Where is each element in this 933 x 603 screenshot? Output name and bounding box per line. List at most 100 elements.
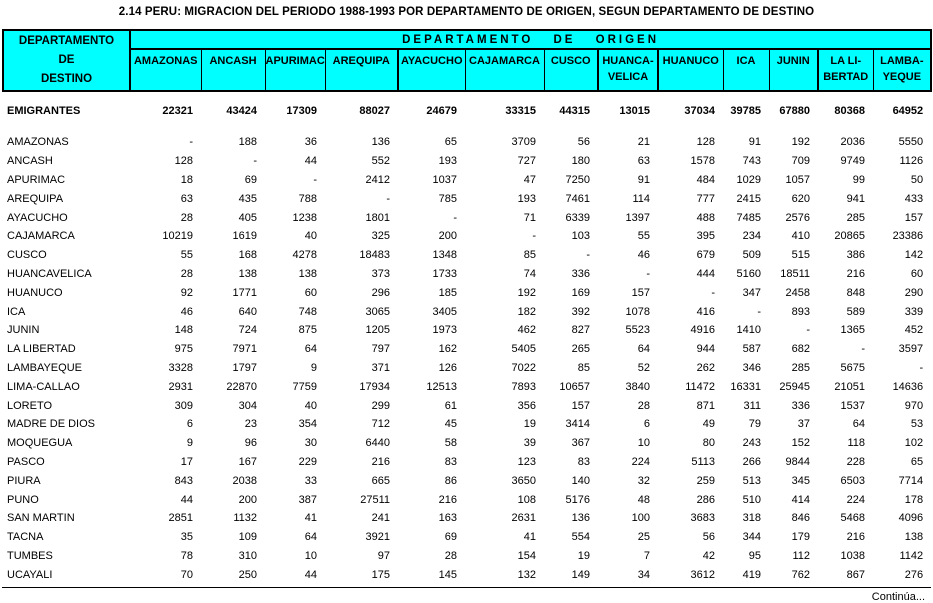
- cell: 11472: [685, 380, 715, 393]
- cell: 79: [748, 418, 761, 431]
- cell: 435: [238, 192, 257, 205]
- table-row: PIURA 843 2038 33 665 86 3650 140 32 259 513 345 650…: [3, 471, 931, 490]
- cell: 78: [180, 549, 193, 562]
- cell: 513: [742, 474, 761, 487]
- cell: 103: [571, 230, 590, 243]
- cell: 83: [577, 455, 590, 468]
- cell: 69: [244, 173, 257, 186]
- cell: 970: [904, 399, 924, 412]
- cell: 3405: [432, 305, 457, 318]
- cell: 138: [298, 267, 317, 280]
- cell: 23: [244, 418, 257, 431]
- cell: 3650: [511, 474, 536, 487]
- cell: 18511: [780, 267, 810, 280]
- cell: 7714: [898, 474, 924, 487]
- cell: 5176: [565, 493, 590, 506]
- cell: 140: [571, 474, 590, 487]
- cell: 7250: [565, 173, 590, 186]
- cell: 32: [637, 474, 650, 487]
- cell: 157: [571, 399, 590, 412]
- cell: 44315: [559, 105, 590, 117]
- row-label: EMIGRANTES: [7, 105, 81, 117]
- cell: 18483: [359, 249, 390, 262]
- cell: 587: [742, 343, 761, 356]
- cell: 39785: [730, 105, 761, 117]
- cell: 552: [371, 155, 390, 168]
- cell: 216: [371, 455, 390, 468]
- row-label: AMAZONAS: [7, 136, 69, 149]
- cell: 102: [904, 437, 924, 450]
- cell: 433: [904, 192, 924, 205]
- cell: 416: [696, 305, 715, 318]
- cell: 5160: [736, 267, 761, 280]
- cell: 67880: [779, 105, 810, 117]
- cell: 709: [791, 155, 810, 168]
- cell: 1771: [232, 286, 257, 299]
- cell: 22870: [226, 380, 257, 393]
- column-header-apurimac: APURIMAC: [264, 48, 326, 92]
- cell: 620: [791, 192, 810, 205]
- cell: 30: [304, 437, 317, 450]
- cell: 250: [238, 568, 257, 581]
- cell: 1078: [625, 305, 650, 318]
- table-row: TACNA 35 109 64 3921 69 41 554 25 56 344 179 216 138: [3, 528, 931, 547]
- cell: 60: [910, 267, 924, 280]
- cell: 241: [371, 512, 390, 525]
- table-row: LORETO 309 304 40 299 61 356 157 28 871 311 336 1537…: [3, 396, 931, 415]
- cell: 893: [791, 305, 810, 318]
- cell: 63: [180, 192, 193, 205]
- table-row: TUMBES 78 310 10 97 28 154 19 7 42 95 112 1038 1142: [3, 547, 931, 566]
- cell: 128: [174, 155, 193, 168]
- cell: 452: [904, 324, 924, 337]
- cell: 216: [846, 531, 865, 544]
- cell: 5113: [691, 455, 715, 468]
- cell: -: [253, 155, 257, 168]
- cell: 114: [632, 192, 650, 205]
- cell: 12513: [426, 380, 457, 393]
- cell: 85: [523, 249, 536, 262]
- table-row: ANCASH 128 - 44 552 193 727 180 63 1578 743 709 9749…: [3, 152, 931, 171]
- cell: 20865: [834, 230, 865, 243]
- cell: 118: [847, 437, 865, 450]
- cell: 37034: [684, 105, 715, 117]
- cell: 1733: [432, 267, 457, 280]
- cell: 108: [517, 493, 536, 506]
- table-row: HUANCAVELICA 28 138 138 373 1733 74 336 - 444 5160…: [3, 265, 931, 284]
- cell: 2631: [511, 512, 536, 525]
- cell: 276: [904, 568, 924, 581]
- cell: 63: [637, 155, 650, 168]
- cell: 37: [797, 418, 810, 431]
- cell: 6: [186, 418, 193, 431]
- column-header-huanca-velica: HUANCA- VELICA: [597, 48, 659, 92]
- cell: 304: [238, 399, 257, 412]
- cell: 56: [577, 136, 590, 149]
- table-row: ICA 46 640 748 3065 3405 182 392 1078 416 - 893 589 3…: [3, 302, 931, 321]
- cell: 311: [743, 399, 761, 412]
- cell: 347: [742, 286, 761, 299]
- cell: 6440: [365, 437, 390, 450]
- cell: 1973: [432, 324, 457, 337]
- cell: 724: [238, 324, 257, 337]
- cell: 3328: [168, 361, 193, 374]
- cell: 128: [696, 136, 715, 149]
- cell: 123: [517, 455, 536, 468]
- cell: 175: [371, 568, 390, 581]
- cell: 97: [377, 549, 390, 562]
- cell: 5550: [898, 136, 924, 149]
- cell: 462: [517, 324, 536, 337]
- cell: 5523: [625, 324, 650, 337]
- cell: 27511: [360, 493, 390, 506]
- column-header-ayacucho: AYACUCHO: [397, 48, 466, 92]
- cell: 387: [298, 493, 317, 506]
- cell: 665: [371, 474, 390, 487]
- cell: 85: [577, 361, 590, 374]
- cell: 40: [304, 399, 317, 412]
- cell: 827: [571, 324, 590, 337]
- page-title: 2.14 PERU: MIGRACION DEL PERIODO 1988-19…: [118, 6, 815, 18]
- cell: 182: [517, 305, 536, 318]
- cell: 83: [444, 455, 457, 468]
- cell: 410: [791, 230, 810, 243]
- cell: 4278: [292, 249, 317, 262]
- cell: 136: [371, 136, 390, 149]
